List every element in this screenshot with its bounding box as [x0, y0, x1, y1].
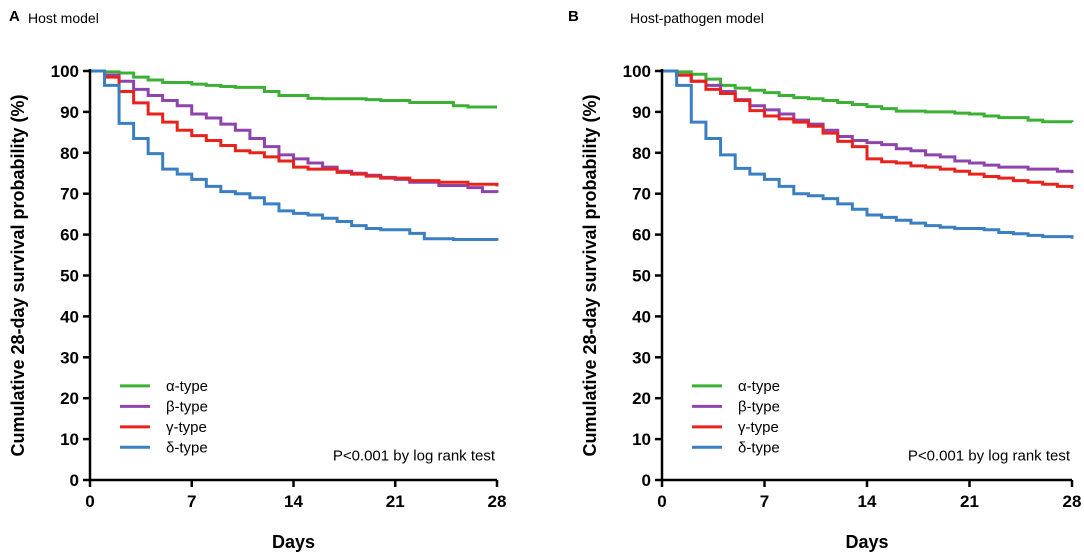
y-tick-label: 80 [632, 144, 651, 163]
panel-a: A Host model 0 10 20 30 40 50 60 70 80 90 100 0 7 14 2… [8, 8, 507, 552]
x-tick-label: 21 [960, 492, 979, 511]
y-tick-label: 60 [60, 226, 79, 245]
y-tick-label: 20 [632, 389, 651, 408]
y-tick-label: 90 [60, 103, 79, 122]
x-axis-label: Days [845, 532, 888, 552]
x-tick-label: 14 [284, 492, 303, 511]
series-line-3 [662, 69, 1074, 189]
x-tick-label: 28 [1063, 492, 1082, 511]
survival-chart: 0 10 20 30 40 50 60 70 80 90 100 0 7 14 21 28 Days Cumula… [580, 62, 1082, 552]
p-value-annotation: P<0.001 by log rank test [908, 447, 1071, 464]
legend-label-4: δ-type [166, 439, 208, 456]
x-tick-label: 7 [760, 492, 769, 511]
x-tick-label: 14 [858, 492, 877, 511]
x-axis-label: Days [272, 532, 315, 552]
y-tick-label: 80 [60, 144, 79, 163]
series-line-2 [90, 69, 499, 194]
y-tick-label: 10 [632, 430, 651, 449]
y-tick-label: 90 [632, 103, 651, 122]
legend-label-2: β-type [738, 398, 780, 415]
x-tick-label: 0 [85, 492, 94, 511]
legend-label-4: δ-type [738, 439, 780, 456]
y-tick-label: 30 [60, 348, 79, 367]
legend-label-3: γ-type [738, 419, 779, 436]
y-tick-label: 20 [60, 389, 79, 408]
y-tick-label: 100 [51, 62, 79, 81]
x-tick-label: 21 [386, 492, 405, 511]
panel-title: Host-pathogen model [630, 10, 764, 26]
y-tick-label: 30 [632, 348, 651, 367]
legend-label-2: β-type [166, 398, 208, 415]
legend-label-1: α-type [738, 378, 780, 395]
panel-b: B Host-pathogen model 0 10 20 30 40 50 60 70 80 9… [542, 0, 1084, 553]
p-value-annotation: P<0.001 by log rank test [333, 447, 496, 464]
panel-letter: B [568, 8, 579, 25]
legend-label-3: γ-type [166, 419, 207, 436]
legend-label-1: α-type [166, 378, 208, 395]
y-tick-label: 70 [60, 185, 79, 204]
survival-chart: 0 10 20 30 40 50 60 70 80 90 100 0 7 14 21 28 Days Cumula… [8, 62, 507, 552]
y-tick-label: 40 [60, 307, 79, 326]
y-tick-label: 70 [632, 185, 651, 204]
y-tick-label: 50 [632, 267, 651, 286]
y-tick-label: 100 [623, 62, 651, 81]
y-tick-label: 60 [632, 226, 651, 245]
x-tick-label: 0 [657, 492, 666, 511]
series-line-1 [662, 69, 1074, 124]
y-tick-label: 10 [60, 430, 79, 449]
x-tick-label: 28 [488, 492, 507, 511]
panel-letter: A [9, 8, 20, 25]
series-line-4 [662, 69, 1074, 239]
x-tick-label: 7 [187, 492, 196, 511]
series-line-4 [90, 69, 499, 242]
y-tick-label: 50 [60, 267, 79, 286]
panel-title: Host model [28, 10, 99, 26]
series-line-1 [90, 69, 497, 109]
y-tick-label: 40 [632, 307, 651, 326]
y-axis-label: Cumulative 28-day survival probability (… [580, 94, 600, 456]
y-axis-label: Cumulative 28-day survival probability (… [8, 94, 28, 456]
y-tick-label: 0 [642, 471, 651, 490]
y-tick-label: 0 [70, 471, 79, 490]
series-line-3 [90, 69, 499, 187]
